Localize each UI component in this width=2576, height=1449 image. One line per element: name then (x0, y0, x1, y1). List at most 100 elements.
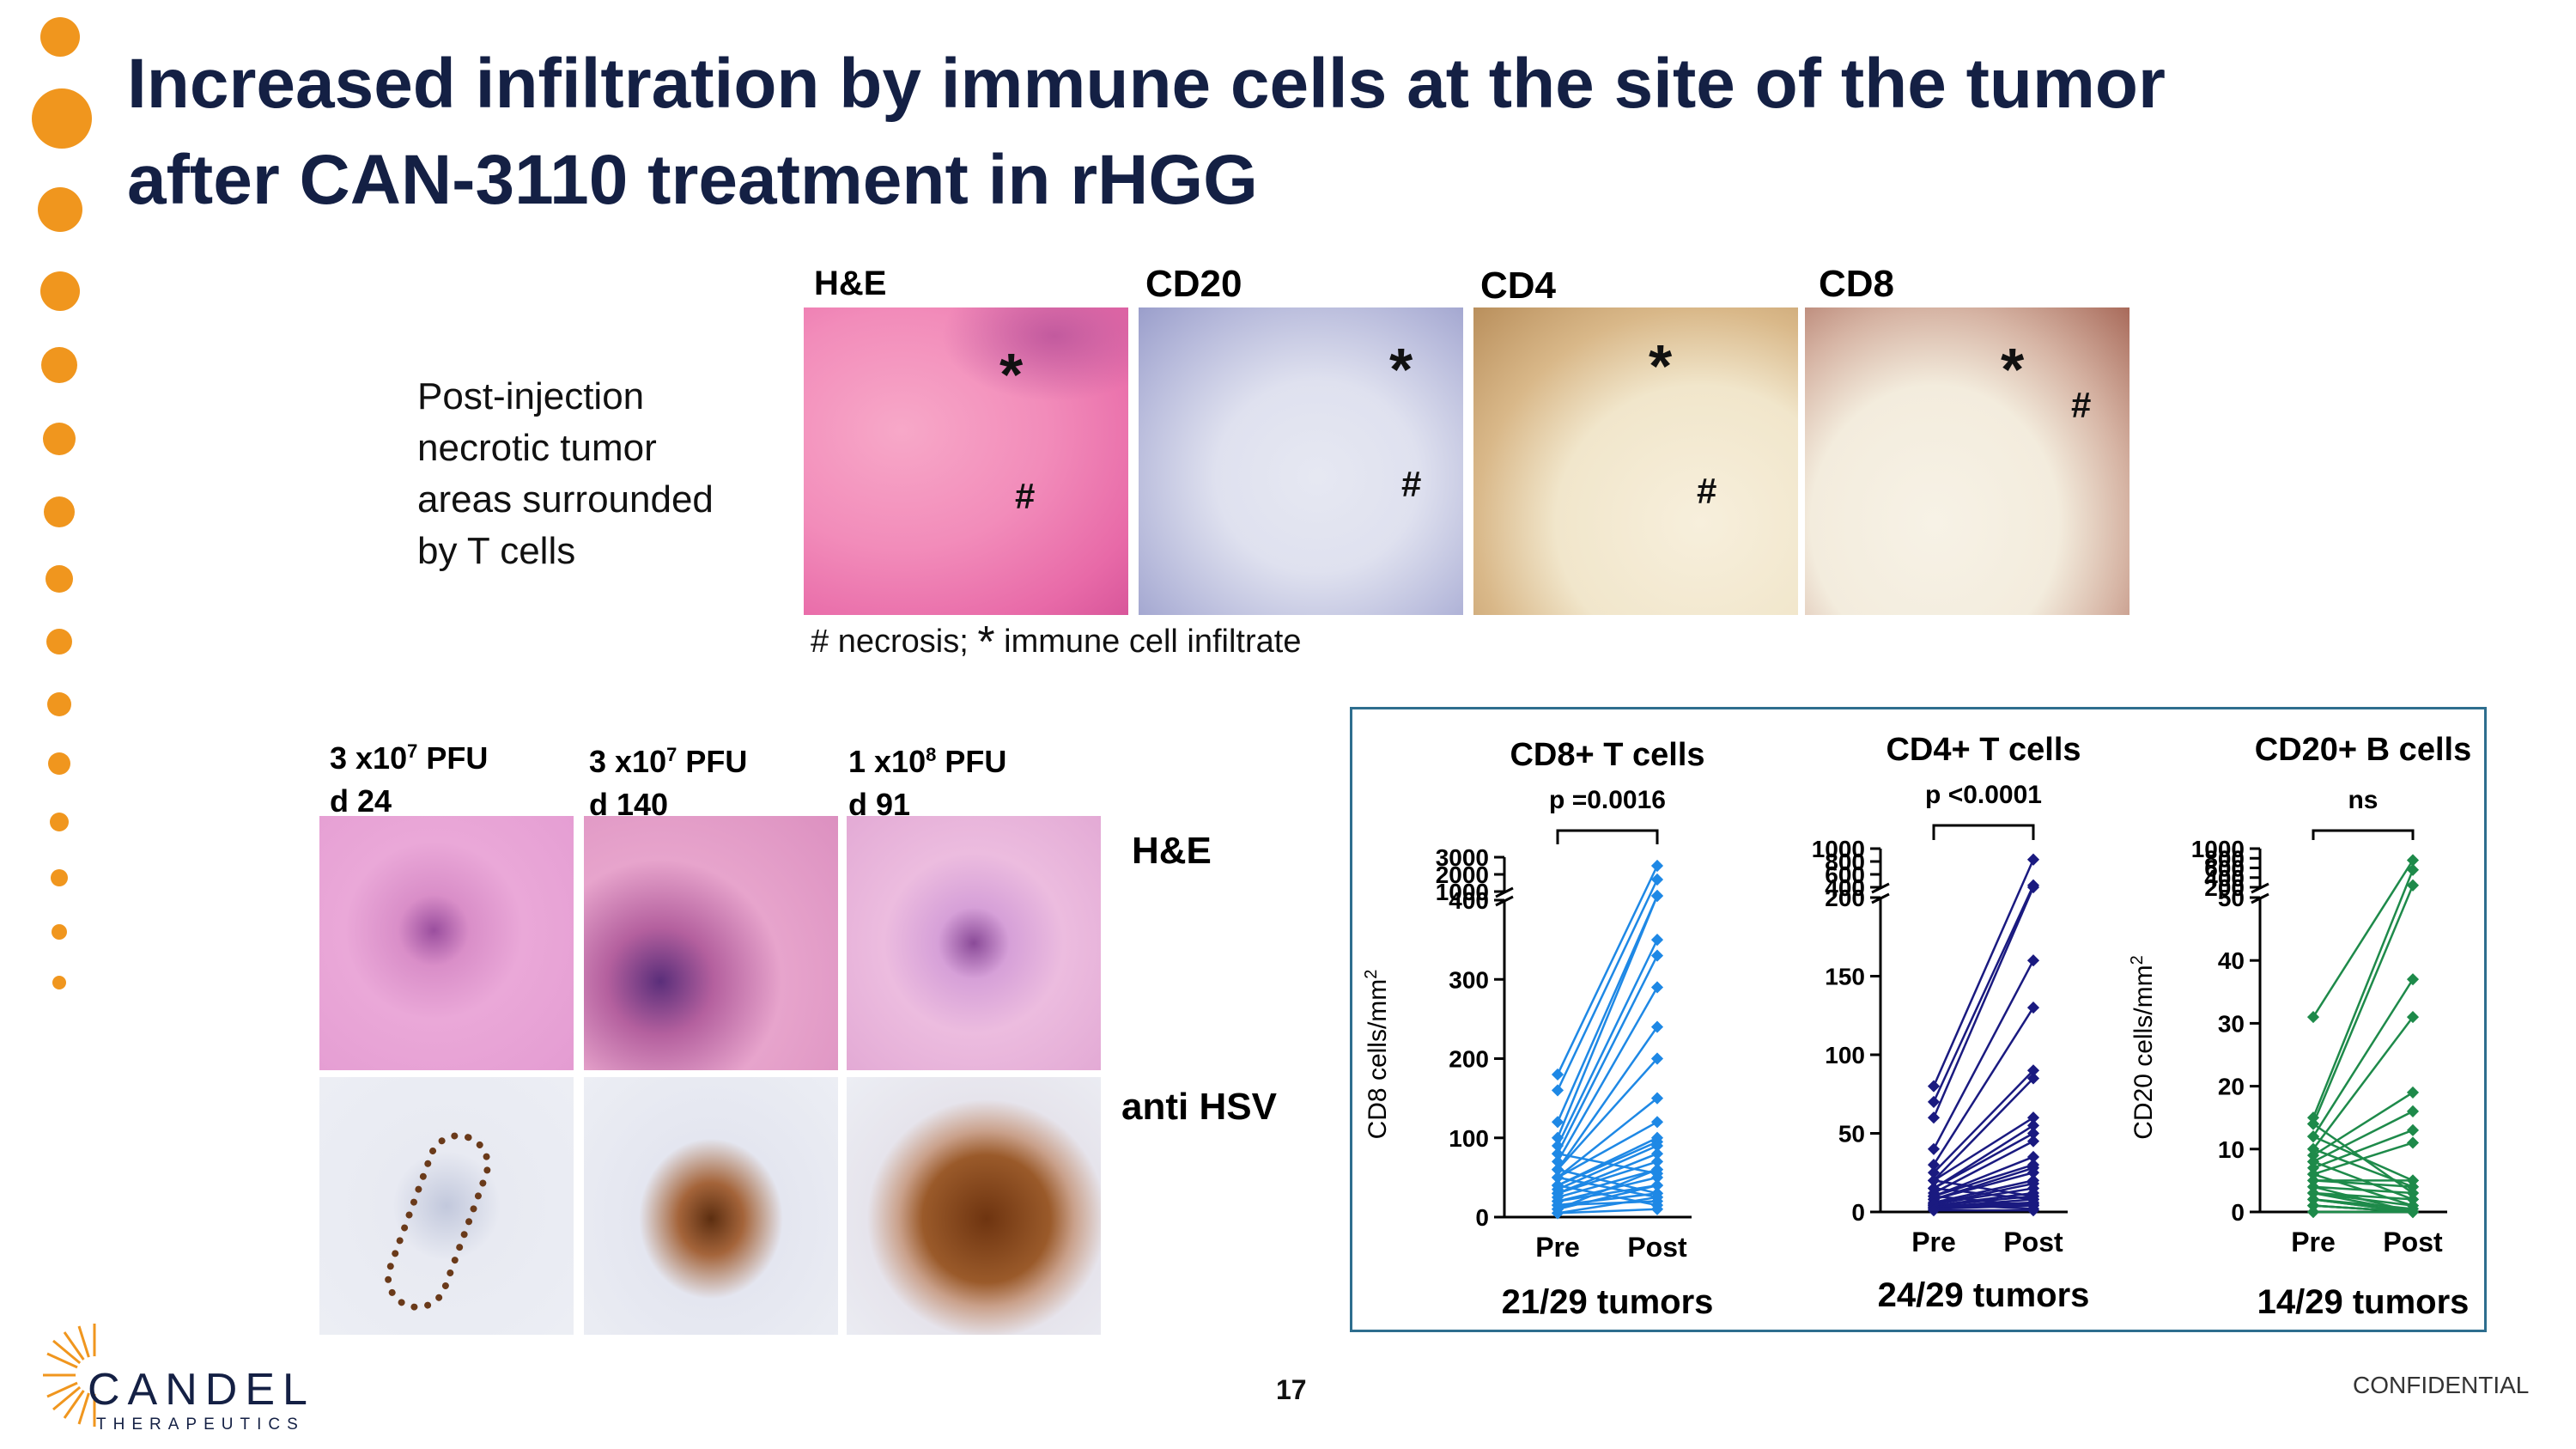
legend-text-infiltrate: immune cell infiltrate (994, 624, 1302, 660)
series-line (2312, 1172, 2414, 1207)
infiltrate-mark: * (1389, 336, 1413, 403)
y-tick-label: 100 (1449, 1125, 1489, 1152)
data-point-pre (2306, 1199, 2320, 1212)
data-point-post (2406, 1123, 2420, 1136)
necrosis-mark: # (1697, 471, 1717, 511)
y-tick-label: 100 (1825, 1042, 1865, 1068)
decor-dot (52, 976, 66, 989)
confidential-label: CONFIDENTIAL (2353, 1372, 2530, 1398)
y-tick-label: 1000 (2191, 836, 2245, 862)
data-point-post (1650, 1190, 1664, 1204)
series-line (1557, 1184, 1658, 1207)
chart-title: CD4+ T cells (1886, 732, 2081, 768)
dose-day: d 24 (330, 783, 392, 819)
y-tick-label: 1000 (1812, 836, 1865, 862)
significance-bracket (1556, 829, 1659, 844)
dose-label-2: 3 x107 PFU d 140 (589, 734, 747, 826)
series-line (1556, 986, 1659, 1163)
description-line: by T cells (417, 530, 576, 572)
slide-title-line-1: Increased infiltration by immune cells a… (127, 45, 2166, 123)
histology-panel-cd4: * # (1473, 307, 1798, 615)
y-axis-label-superscript: 2 (1362, 970, 1381, 979)
logo-subtitle: THERAPEUTICS (96, 1416, 305, 1434)
series-line (1933, 1117, 2034, 1182)
series-line (1932, 859, 2035, 1087)
series-line (1556, 879, 1659, 1091)
data-point-pre (1551, 1179, 1564, 1192)
y-tick-label: 3000 (1436, 844, 1489, 871)
anti-hsv-image-d140 (584, 1077, 838, 1335)
series-line (1557, 1176, 1658, 1199)
y-axis-label: CD8 cells/mm2 (1362, 970, 1392, 1140)
stat-label: p <0.0001 (1925, 781, 2042, 809)
decor-dot (50, 813, 69, 831)
series-line (1556, 895, 1659, 1139)
data-point-pre (1927, 1111, 1941, 1124)
decor-dot (48, 752, 70, 775)
series-line (1933, 1172, 2034, 1201)
series-line (1557, 1153, 1658, 1195)
y-tick-label: 0 (2231, 1199, 2245, 1226)
series-line (1933, 1179, 2034, 1197)
histology-legend: # necrosis; * immune cell infiltrate (811, 617, 1301, 668)
infiltrate-mark: * (1649, 332, 1673, 399)
series-line (2312, 869, 2415, 1118)
data-point-post (2026, 1002, 2040, 1014)
series-line (1932, 1007, 2035, 1166)
data-point-pre (1551, 1148, 1564, 1160)
histology-panel-cd8: * # (1805, 307, 2129, 615)
page-number: 17 (1276, 1374, 1307, 1405)
series-line (1933, 1077, 2034, 1182)
y-tick-label: 40 (2218, 947, 2245, 974)
y-tick-label: 20 (2218, 1074, 2245, 1100)
y-tick-label: 800 (2204, 845, 2245, 872)
data-point-pre (1551, 1171, 1564, 1184)
decor-dot (40, 17, 80, 57)
decor-dot (46, 629, 72, 654)
description-line: necrotic tumor (417, 427, 657, 469)
decor-dot (41, 347, 77, 383)
data-point-post (1650, 1179, 1664, 1192)
row-label-anti-hsv: anti HSV (1121, 1086, 1277, 1128)
data-point-post (1650, 1202, 1664, 1215)
y-tick-label: 200 (2204, 874, 2245, 901)
chart-title: CD20+ B cells (2255, 732, 2471, 768)
series-line (1557, 1168, 1658, 1199)
series-line (2312, 1204, 2414, 1214)
series-line (1556, 865, 1659, 1075)
data-point-post (2026, 880, 2040, 894)
series-line (1556, 1026, 1659, 1171)
series-line (1932, 886, 2035, 1118)
y-tick-label: 150 (1825, 964, 1865, 990)
y-tick-label: 50 (1838, 1121, 1865, 1148)
data-point-post (1650, 1020, 1664, 1033)
y-tick-label: 600 (2204, 855, 2245, 882)
he-image-d24 (319, 816, 574, 1070)
decor-dot (40, 271, 80, 311)
series-line (1556, 939, 1659, 1147)
y-tick-label: 1000 (1436, 879, 1489, 905)
series-line (1933, 1140, 2034, 1195)
series-line (1933, 1195, 2034, 1207)
data-point-post (1650, 1163, 1664, 1176)
series-line (1557, 1208, 1658, 1215)
series-line (2312, 885, 2415, 1125)
x-category-label: Post (1627, 1232, 1687, 1263)
series-line (1557, 1097, 1658, 1178)
panel-label-cd20: CD20 (1145, 263, 1242, 305)
data-point-post (2406, 1136, 2420, 1149)
y-tick-label: 2000 (1436, 861, 1489, 888)
series-line (1557, 1057, 1658, 1171)
decor-dot (43, 423, 76, 455)
decor-dot (47, 692, 71, 716)
anti-hsv-image-d24 (319, 1077, 574, 1335)
infiltrate-mark: * (2001, 336, 2025, 403)
y-tick-label: 600 (1825, 861, 1865, 888)
decor-dot (46, 565, 73, 593)
top-description: Post-injection necrotic tumor areas surr… (417, 371, 714, 577)
series-line (1933, 1187, 2034, 1201)
series-line (2312, 1123, 2414, 1195)
x-category-label: Post (2383, 1227, 2443, 1257)
data-point-post (1650, 934, 1664, 947)
